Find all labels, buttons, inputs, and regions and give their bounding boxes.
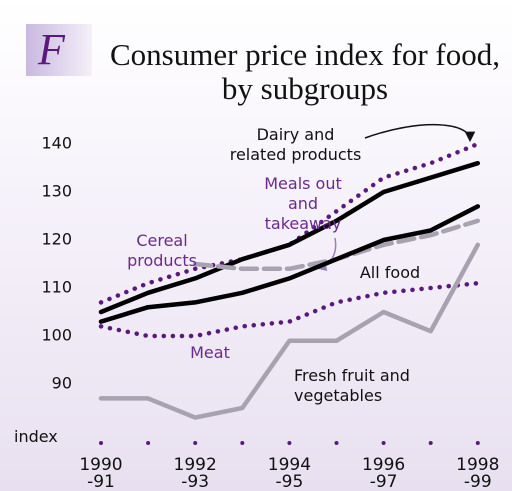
x-tick-dot	[146, 441, 151, 445]
y-tick-label: 110	[41, 278, 72, 297]
y-tick-label: 140	[41, 134, 72, 153]
series-label: All food	[359, 263, 421, 282]
x-tick-dot	[99, 441, 103, 445]
x-tick-dot	[240, 441, 245, 445]
series-line	[98, 141, 481, 305]
series-label: Meat	[190, 343, 230, 362]
series-label: Meals out and takeaway	[264, 174, 342, 233]
x-tick-label: 1990 -91	[79, 455, 123, 491]
panel-letter: F	[38, 25, 65, 74]
annotation-arrow	[364, 124, 476, 143]
series-label: Fresh fruit and vegetables	[294, 366, 410, 405]
x-tick-label: 1992 -93	[173, 455, 217, 491]
x-tick-dot	[287, 441, 292, 445]
x-tick-dot	[334, 441, 339, 445]
series-line	[98, 242, 481, 420]
chart-title: Consumer price index for food, by subgro…	[110, 37, 500, 106]
y-tick-label: 130	[41, 182, 72, 201]
series-label: Cereal products	[127, 231, 197, 270]
x-tick-dot	[193, 441, 198, 445]
series-line	[98, 204, 481, 324]
x-tick-dot	[381, 441, 386, 445]
y-tick-label: 100	[41, 326, 72, 345]
y-tick-label: 90	[52, 374, 72, 393]
x-tick-label: 1994 -95	[267, 455, 312, 491]
x-tick-label: 1996 -97	[361, 455, 406, 491]
series-label: Dairy and related products	[229, 125, 362, 164]
y-axis-label: index	[14, 427, 58, 446]
x-tick-label: 1998 -99	[456, 455, 500, 491]
series-line	[98, 280, 481, 339]
panel-box	[26, 24, 92, 76]
y-tick-label: 120	[41, 230, 72, 249]
series-line	[98, 160, 481, 315]
x-tick-dot	[428, 441, 433, 445]
x-tick-dot	[475, 441, 480, 445]
